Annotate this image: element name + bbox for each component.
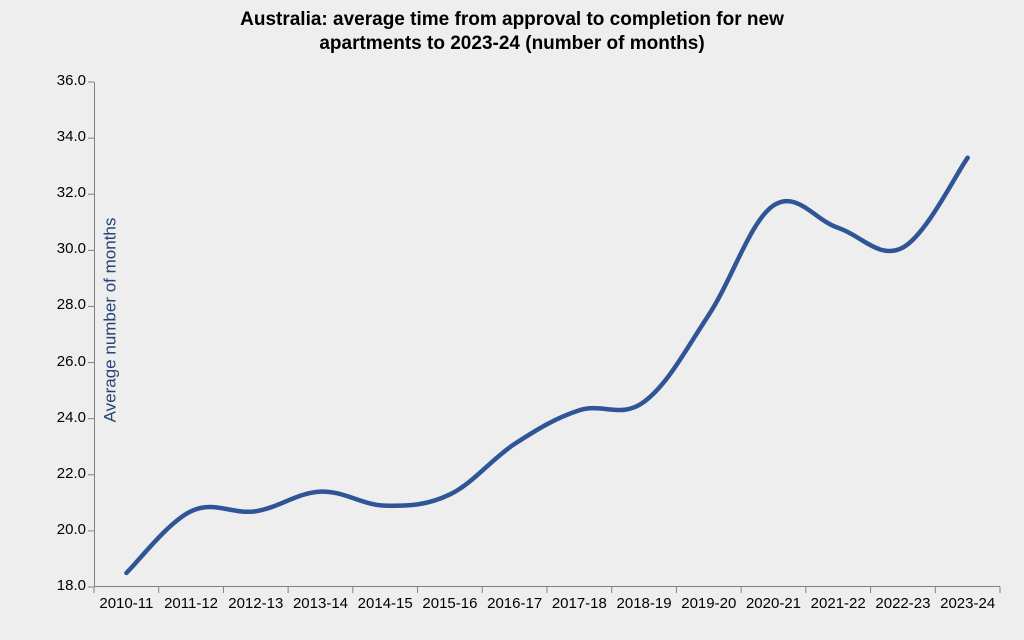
chart-container: Australia: average time from approval to… bbox=[0, 0, 1024, 640]
y-tick-label: 26.0 bbox=[38, 353, 86, 370]
x-tick-label: 2015-16 bbox=[422, 595, 477, 612]
x-tick-label: 2013-14 bbox=[293, 595, 348, 612]
y-tick-label: 24.0 bbox=[38, 409, 86, 426]
plot-svg bbox=[94, 82, 1000, 587]
y-tick-label: 18.0 bbox=[38, 577, 86, 594]
x-tick-label: 2010-11 bbox=[99, 595, 153, 612]
x-tick-label: 2022-23 bbox=[875, 595, 930, 612]
x-tick-label: 2018-19 bbox=[617, 595, 672, 612]
series-line bbox=[126, 158, 967, 573]
x-tick-label: 2011-12 bbox=[164, 595, 218, 612]
x-tick-label: 2021-22 bbox=[811, 595, 866, 612]
y-tick-label: 28.0 bbox=[38, 296, 86, 313]
x-tick-label: 2020-21 bbox=[746, 595, 801, 612]
y-tick-label: 36.0 bbox=[38, 72, 86, 89]
chart-title: Australia: average time from approval to… bbox=[0, 8, 1024, 56]
x-tick-label: 2012-13 bbox=[228, 595, 283, 612]
x-tick-label: 2019-20 bbox=[681, 595, 736, 612]
x-tick-label: 2014-15 bbox=[358, 595, 413, 612]
y-tick-label: 30.0 bbox=[38, 240, 86, 257]
y-tick-label: 22.0 bbox=[38, 465, 86, 482]
x-tick-label: 2017-18 bbox=[552, 595, 607, 612]
y-tick-label: 20.0 bbox=[38, 521, 86, 538]
y-tick-label: 32.0 bbox=[38, 184, 86, 201]
x-tick-label: 2023-24 bbox=[940, 595, 995, 612]
y-tick-label: 34.0 bbox=[38, 128, 86, 145]
x-tick-label: 2016-17 bbox=[487, 595, 542, 612]
